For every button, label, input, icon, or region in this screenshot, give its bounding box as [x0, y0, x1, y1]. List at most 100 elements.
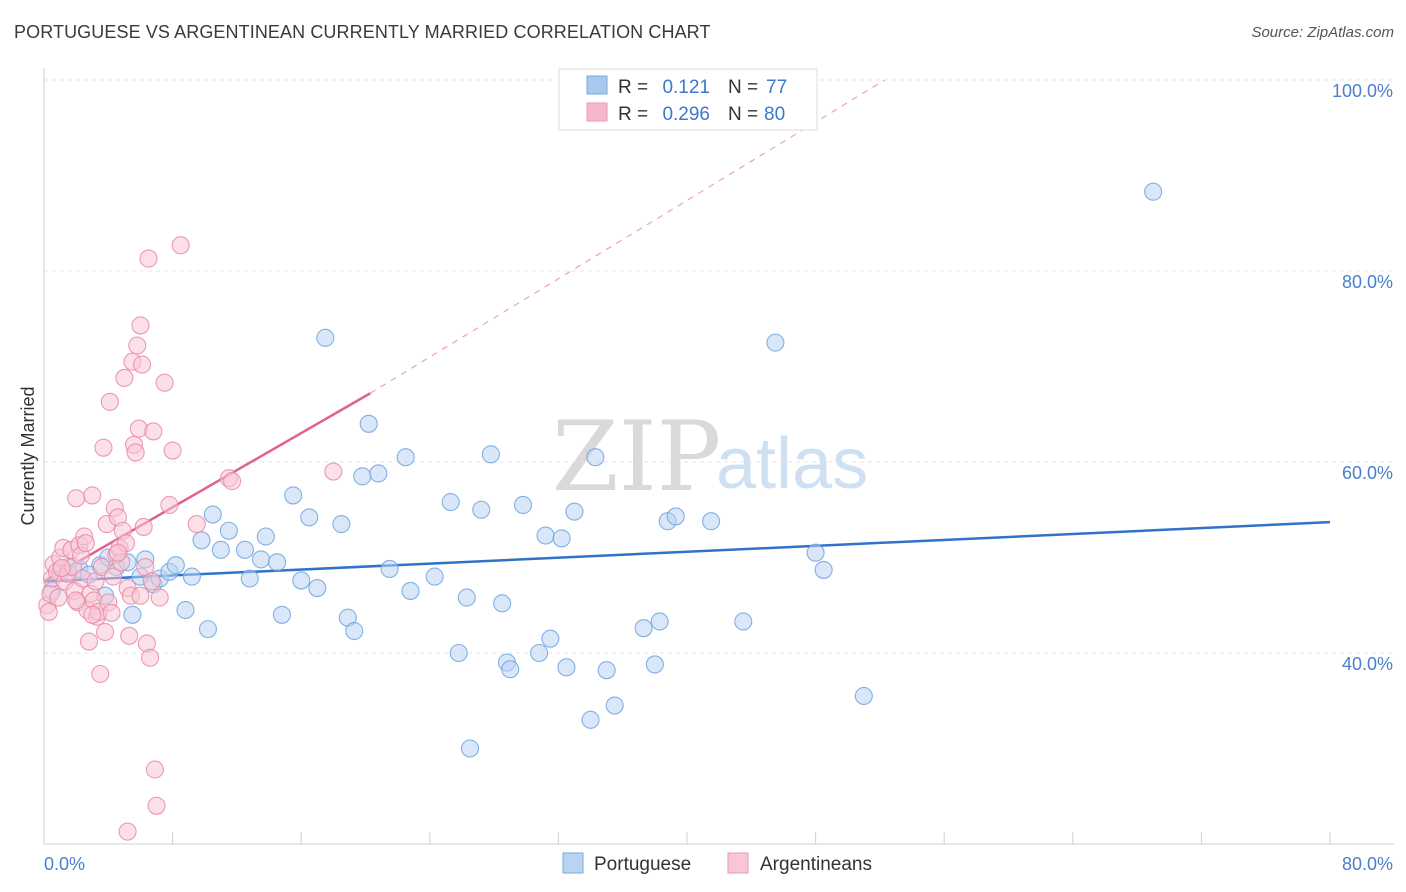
data-point: [163, 441, 182, 460]
data-point: [552, 529, 571, 548]
data-point: [605, 696, 624, 715]
data-point: [52, 558, 71, 578]
y-tick-label: 40.0%: [1342, 654, 1393, 674]
data-point: [147, 796, 166, 815]
data-point: [123, 605, 142, 624]
data-point: [702, 512, 721, 531]
data-point: [401, 581, 420, 600]
data-point: [369, 464, 388, 483]
y-tick-labels: 40.0% 60.0% 80.0% 100.0%: [1332, 81, 1393, 674]
data-point: [67, 591, 86, 610]
bottom-legend-label-argentineans: Argentineans: [760, 854, 872, 875]
data-point: [324, 462, 343, 481]
data-point: [115, 368, 134, 388]
data-point: [472, 500, 491, 519]
data-point: [353, 467, 372, 486]
data-point: [39, 602, 58, 621]
data-point: [292, 571, 311, 590]
data-point: [441, 493, 460, 512]
legend-n-value-2: 80: [764, 104, 785, 125]
data-point: [586, 448, 605, 467]
data-point: [854, 686, 873, 706]
x-tick-label: 80.0%: [1342, 854, 1393, 874]
data-points: [38, 182, 1163, 841]
data-point: [192, 531, 211, 550]
legend-r-value-1: 0.121: [662, 77, 710, 98]
data-point: [203, 505, 222, 524]
data-point: [126, 443, 145, 462]
data-point: [150, 588, 169, 607]
data-point: [128, 336, 147, 355]
data-point: [120, 626, 139, 645]
legend-r-value-2: 0.296: [662, 104, 710, 125]
data-point: [131, 316, 150, 335]
y-tick-label: 100.0%: [1332, 81, 1393, 101]
data-point: [541, 629, 560, 648]
data-point: [650, 612, 669, 631]
data-point: [166, 556, 185, 575]
data-point: [536, 526, 555, 545]
data-point: [645, 655, 664, 674]
watermark: ZIP atlas: [552, 401, 868, 513]
data-point: [145, 760, 164, 779]
data-point: [634, 619, 653, 638]
bottom-legend-swatch-argentineans: [727, 852, 749, 874]
data-point: [108, 543, 127, 562]
y-axis-title: Currently Married: [18, 386, 38, 525]
data-point: [806, 543, 825, 562]
watermark-zip: ZIP: [552, 401, 721, 513]
data-point: [211, 540, 230, 559]
data-point: [118, 822, 137, 841]
data-point: [396, 448, 415, 467]
data-point: [219, 521, 238, 540]
data-point: [235, 540, 254, 559]
data-point: [182, 567, 201, 586]
data-point: [76, 534, 95, 553]
data-point: [332, 515, 351, 534]
data-point: [251, 550, 271, 569]
data-point: [155, 373, 174, 392]
data-point: [139, 249, 158, 268]
data-point: [493, 594, 512, 613]
data-point: [187, 515, 206, 534]
data-point: [198, 620, 218, 639]
data-point: [94, 438, 113, 457]
data-point: [142, 572, 161, 591]
data-point: [597, 661, 616, 680]
axes: [43, 68, 1394, 845]
data-point: [176, 600, 195, 620]
data-point: [268, 553, 287, 572]
data-point: [814, 560, 833, 579]
data-point: [49, 588, 68, 607]
data-point: [131, 586, 150, 605]
trend-lines: [43, 79, 1331, 583]
data-point: [133, 355, 152, 374]
legend-n-label-1: N =: [728, 77, 758, 98]
data-point: [457, 588, 476, 607]
data-point: [104, 567, 123, 586]
data-point: [345, 621, 364, 641]
data-point: [100, 392, 119, 411]
data-point: [425, 567, 444, 586]
data-point: [171, 236, 190, 255]
watermark-atlas: atlas: [716, 424, 868, 504]
data-point: [79, 632, 99, 651]
series-argentineans: [38, 236, 343, 841]
x-tick-labels: 0.0% 80.0%: [44, 854, 1393, 874]
data-point: [530, 643, 549, 663]
data-point: [380, 559, 399, 579]
trend-extension-argentineans: [370, 79, 886, 394]
data-point: [449, 643, 468, 663]
legend-r-label-2: R =: [618, 104, 648, 125]
data-point: [565, 502, 584, 521]
data-point: [141, 648, 160, 667]
bottom-legend-label-portuguese: Portuguese: [594, 854, 691, 875]
data-point: [256, 527, 275, 546]
data-point: [240, 569, 259, 588]
data-point: [83, 486, 102, 505]
data-point: [308, 579, 327, 598]
data-point: [316, 328, 335, 347]
data-point: [144, 422, 163, 441]
data-point: [160, 495, 179, 515]
